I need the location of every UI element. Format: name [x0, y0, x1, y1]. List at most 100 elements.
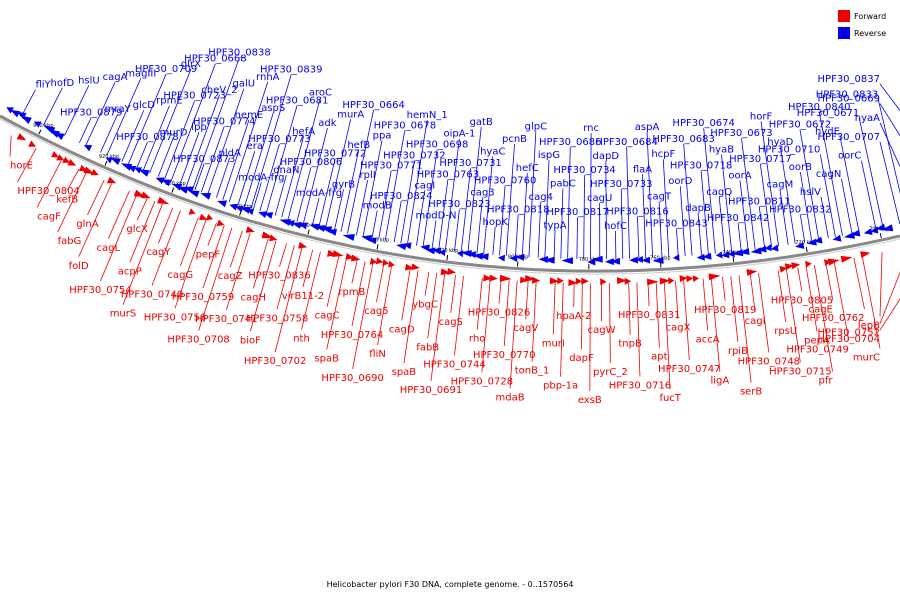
reverse-gene-label-cagn: cagN: [816, 169, 841, 180]
forward-label-leader: [636, 282, 641, 377]
forward-label-leader: [403, 270, 419, 364]
reverse-gene-arrow: [543, 256, 555, 264]
forward-label-leader: [207, 222, 217, 246]
forward-gene-label-cagv: cagV: [513, 323, 538, 334]
forward-gene-label-fabg: fabG: [58, 236, 82, 247]
forward-gene-arrow: [90, 168, 99, 176]
reverse-gene-label-hpf30-0723: HPF30_0723: [163, 91, 225, 102]
tick-label: 860 kbp: [300, 223, 320, 229]
forward-gene-arrow: [647, 278, 659, 286]
reverse-label-leader: [879, 122, 900, 168]
reverse-gene-arrow: [309, 223, 320, 231]
reverse-gene-label-hpf30-0760: HPF30_0760: [474, 176, 536, 187]
reverse-label-leader: [879, 141, 900, 224]
reverse-gene-label-moda-frg: modA-frg: [238, 172, 284, 183]
forward-gene-label-hpf30-0748: HPF30_0748: [738, 356, 800, 367]
forward-gene-arrow: [784, 263, 794, 271]
forward-gene-arrow: [860, 251, 871, 258]
reverse-gene-arrow: [247, 208, 255, 216]
forward-gene-arrow: [411, 263, 420, 271]
reverse-label-leader: [136, 141, 148, 169]
reverse-gene-label-hpf30-0843: HPF30_0843: [645, 219, 707, 230]
forward-label-leader: [151, 210, 181, 286]
forward-label-leader: [376, 264, 385, 303]
reverse-gene-arrow: [795, 242, 805, 249]
forward-label-leader: [647, 282, 650, 307]
forward-gene-label-hpf30-0740: HPF30_0740: [121, 290, 183, 301]
reverse-label-leader: [431, 220, 437, 249]
reverse-label-leader: [43, 87, 63, 126]
forward-gene-arrow: [692, 275, 700, 283]
reverse-gene-arrow: [721, 251, 730, 259]
reverse-gene-label-hpf30-0681: HPF30_0681: [266, 95, 328, 106]
forward-gene-label-cag5: cag5: [364, 306, 388, 317]
forward-gene-arrow: [483, 274, 492, 282]
reverse-gene-arrow: [472, 252, 484, 260]
forward-label-leader: [301, 251, 321, 330]
reverse-gene-arrow: [48, 129, 61, 138]
reverse-label-leader: [658, 201, 663, 258]
tick-mark: [805, 246, 808, 253]
forward-gene-arrow: [375, 257, 384, 265]
genome-caption: Helicobacter pylori F30 DNA, complete ge…: [327, 580, 574, 589]
forward-gene-label-hpf30-0702: HPF30_0702: [244, 356, 306, 367]
reverse-gene-label-hpf30-0774: HPF30_0774: [193, 116, 255, 127]
forward-gene-label-pfr: pfr: [819, 376, 834, 387]
reverse-gene-label-hpf30-0664: HPF30_0664: [342, 100, 404, 111]
forward-gene-arrow: [157, 196, 170, 205]
feature-layer: [6, 107, 894, 287]
forward-label-leader: [675, 280, 679, 319]
forward-gene-arrow: [447, 268, 456, 275]
reverse-gene-arrow: [258, 211, 268, 218]
reverse-gene-arrow: [737, 248, 750, 255]
reverse-gene-arrow: [881, 224, 894, 232]
reverse-gene-arrow: [326, 229, 337, 236]
reverse-gene-arrow: [764, 244, 772, 252]
reverse-gene-label-hslv: hslV: [800, 187, 821, 198]
forward-label-leader: [710, 278, 721, 372]
forward-label-leader: [879, 298, 900, 331]
reverse-label-leader: [216, 157, 231, 198]
reverse-gene-label-hofc: hofC: [604, 221, 627, 232]
reverse-gene-label-dapb: dapB: [685, 203, 711, 214]
forward-label-leader: [430, 273, 446, 382]
forward-label-leader: [351, 259, 358, 284]
reverse-gene-label-ispg: ispG: [538, 150, 560, 161]
reverse-label-leader: [85, 81, 116, 146]
forward-gene-label-cagx: cagX: [666, 323, 691, 334]
reverse-gene-label-cag4: cag4: [529, 192, 553, 203]
reverse-label-leader: [505, 144, 515, 256]
reverse-gene-label-fliy: fliY: [35, 80, 51, 91]
forward-label-leader: [450, 275, 456, 313]
reverse-label-leader: [528, 131, 537, 258]
forward-label-leader: [36, 160, 62, 208]
reverse-gene-label-hpf30-0840: HPF30_0840: [788, 102, 850, 113]
forward-gene-arrow: [440, 268, 451, 276]
forward-gene-label-nth: nth: [293, 334, 310, 345]
reverse-label-leader: [537, 201, 542, 258]
reverse-gene-label-hpf30-0684: HPF30_0684: [595, 137, 657, 148]
forward-gene-arrow: [686, 275, 694, 283]
reverse-label-leader: [340, 149, 360, 232]
reverse-label-leader: [384, 130, 406, 241]
forward-gene-label-virb11-2: virB11-2: [282, 291, 324, 302]
reverse-label-leader: [779, 189, 789, 245]
forward-gene-arrow: [382, 259, 389, 266]
forward-gene-label-cagg: cagG: [167, 270, 193, 281]
forward-gene-arrow: [575, 277, 583, 285]
reverse-label-leader: [438, 179, 449, 249]
forward-label-leader: [179, 216, 199, 266]
reverse-label-leader: [287, 97, 321, 220]
reverse-gene-arrow: [188, 190, 200, 198]
reverse-gene-label-rpme: rpmE: [156, 96, 183, 107]
reverse-gene-label-hpf30-0837: HPF30_0837: [818, 74, 880, 85]
reverse-gene-label-hpf30-0672: HPF30_0672: [769, 120, 831, 131]
tick-label: 920 kbp: [99, 154, 119, 160]
reverse-label-leader: [207, 88, 245, 195]
tick-label: 940 kbp: [33, 123, 53, 129]
forward-label-leader: [581, 283, 583, 350]
reverse-gene-label-flaa: flaA: [633, 164, 652, 175]
forward-label-leader: [100, 193, 138, 282]
reverse-label-leader: [799, 129, 820, 240]
reverse-label-leader: [799, 171, 813, 242]
